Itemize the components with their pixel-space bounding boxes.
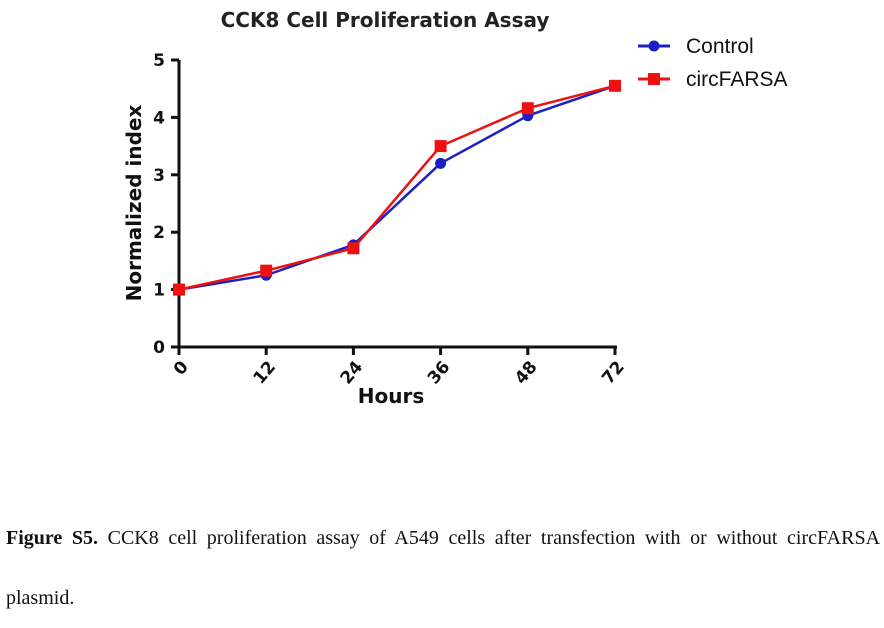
x-axis-title: Hours [358, 384, 424, 408]
data-point [434, 140, 447, 153]
data-point [521, 102, 534, 115]
legend-item: Control [638, 35, 754, 58]
y-tick-label: 2 [153, 223, 165, 243]
x-tick-label: 72 [598, 357, 629, 388]
legend-item: circFARSA [638, 68, 788, 91]
y-tick-label: 4 [153, 108, 165, 128]
y-tick-label: 0 [153, 338, 165, 358]
x-tick-label: 0 [170, 357, 193, 379]
y-tick-label: 5 [153, 51, 165, 71]
legend-marker [648, 40, 660, 52]
x-axis-ticks: 0 12 24 36 48 72 [170, 347, 629, 388]
x-tick-label: 48 [511, 357, 542, 388]
series-line [178, 84, 616, 291]
data-point [260, 264, 273, 277]
data-point [609, 79, 621, 92]
x-tick-label: 36 [424, 357, 455, 388]
y-tick-label: 1 [153, 281, 165, 301]
y-axis-title: Normalized index [122, 105, 146, 302]
legend-label: Control [686, 35, 754, 58]
legend-marker [648, 73, 660, 85]
chart-title: CCK8 Cell Proliferation Assay [221, 8, 550, 32]
data-point [173, 283, 185, 296]
data-point [435, 157, 447, 169]
figure-caption: Figure S5. CCK8 cell proliferation assay… [6, 508, 880, 628]
series-line [178, 84, 616, 291]
x-tick-label: 12 [249, 357, 280, 388]
y-tick-label: 3 [153, 166, 165, 186]
legend-label: circFARSA [686, 68, 788, 91]
plot-area [173, 79, 621, 296]
series-control [173, 80, 621, 296]
legend: Control circFARSA [638, 35, 788, 91]
series-circfarsa [173, 79, 621, 296]
caption-text: CCK8 cell proliferation assay of A549 ce… [6, 527, 881, 609]
y-axis-ticks: 0 1 2 3 4 5 [153, 51, 179, 358]
data-point [347, 242, 360, 255]
caption-label: Figure S5. [6, 527, 99, 549]
